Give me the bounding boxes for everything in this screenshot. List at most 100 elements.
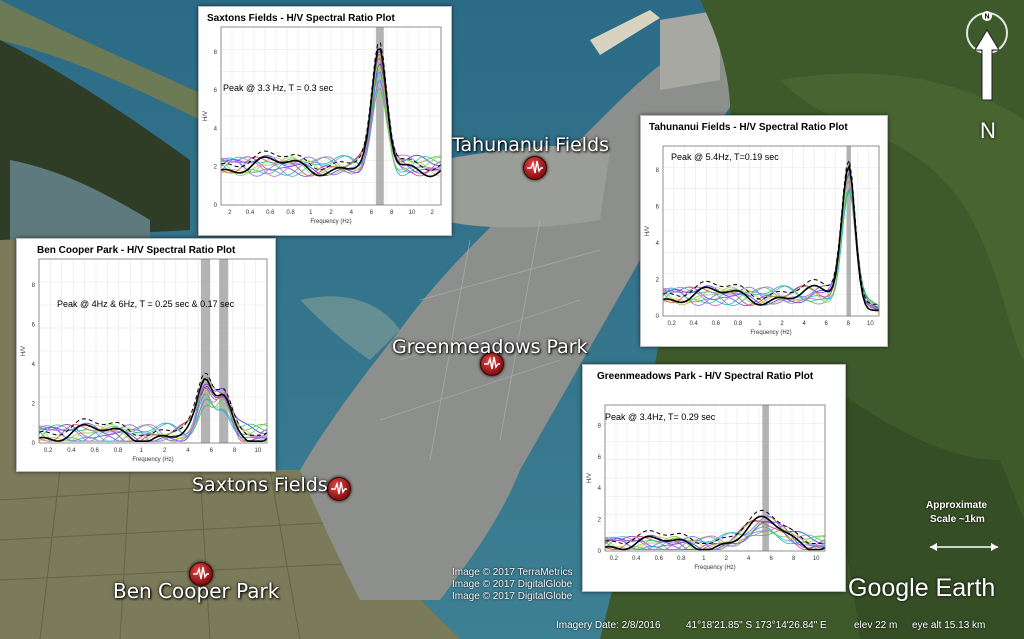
y-tick-label: 8 [214, 50, 218, 56]
elevation-readout: elev 22 m [854, 620, 898, 631]
plot-title: Tahunanui Fields - H/V Spectral Ratio Pl… [649, 122, 848, 133]
x-tick-label: 2 [329, 210, 333, 216]
hv-curve [604, 526, 826, 550]
hv-mean-curve [38, 378, 268, 442]
y-tick-label: 4 [214, 126, 218, 132]
y-tick-label: 8 [32, 283, 36, 289]
plot-frame [220, 26, 442, 206]
x-tick-label: 1 [309, 210, 313, 216]
peak-annotation: Peak @ 3.3 Hz, T = 0.3 sec [223, 83, 334, 93]
north-arrow-icon [974, 29, 1000, 101]
x-tick-label: 0.2 [44, 448, 53, 454]
x-tick-label: 2 [228, 210, 232, 216]
y-tick-label: 4 [656, 241, 660, 247]
plot-frame [38, 258, 268, 444]
hv-curve [220, 57, 442, 177]
hv-curve [604, 519, 826, 550]
x-tick-label: 8 [233, 448, 237, 454]
eye-altitude: eye alt 15.13 km [912, 620, 986, 631]
hv-curve [220, 79, 442, 177]
y-tick-label: 2 [656, 277, 660, 283]
hv-plot-bencooper: 0.2 0.4 0.6 0.8 1 2 4 6 8 10 8 6 4 2 0 Frequency (Hz) H/… [16, 238, 276, 472]
plot-title: Greenmeadows Park - H/V Spectral Ratio P… [597, 371, 814, 382]
y-tick-label: 4 [598, 486, 602, 492]
x-tick-label: 1 [758, 321, 762, 327]
x-axis-label: Frequency (Hz) [694, 565, 735, 571]
plot-area: 2 0.4 0.6 0.8 1 2 4 6 8 10 2 8 6 4 2 0 Frequency (Hz) H/V [203, 26, 442, 225]
y-tick-label: 2 [214, 165, 218, 171]
hv-plot-saxtons: 2 0.4 0.6 0.8 1 2 4 6 8 10 2 8 6 4 2 0 Frequency (Hz) H/V… [198, 6, 452, 236]
x-tick-label: 10 [867, 321, 874, 327]
site-marker-greenmeadows[interactable] [480, 352, 504, 376]
hv-curve [604, 529, 826, 550]
x-tick-label: 0.6 [655, 556, 664, 562]
x-tick-label: 0.2 [667, 321, 676, 327]
x-tick-label: 0.8 [677, 556, 686, 562]
y-tick-label: 8 [598, 423, 602, 429]
hv-plot-greenmeadows: 0.2 0.4 0.6 0.8 1 2 4 6 8 10 8 6 4 2 0 Frequency (Hz) H/… [582, 364, 846, 592]
hv-curve [662, 174, 880, 306]
site-marker-saxtons[interactable] [327, 477, 351, 501]
x-tick-label: 6 [370, 210, 374, 216]
hv-curve [604, 530, 826, 550]
x-tick-label: 6 [770, 556, 774, 562]
hv-curve [220, 80, 442, 177]
y-tick-label: 6 [656, 204, 660, 210]
hv-std-curve [662, 158, 880, 305]
peak-annotation: Peak @ 4Hz & 6Hz, T = 0.25 sec & 0.17 se… [57, 299, 235, 309]
y-tick-label: 0 [598, 549, 602, 555]
x-tick-label: 1 [702, 556, 706, 562]
y-axis-label: H/V [645, 226, 651, 236]
hv-mean-curve [604, 515, 826, 551]
x-tick-label: 8 [847, 321, 851, 327]
scale-line2: Scale ~1km [930, 514, 985, 525]
x-tick-label: 0.6 [266, 210, 275, 216]
hv-curve [38, 387, 268, 442]
plot-frame [662, 145, 880, 317]
hv-std-curve [38, 372, 268, 436]
peak-band [762, 405, 769, 551]
x-tick-label: 0.4 [246, 210, 255, 216]
seismic-wave-icon [193, 566, 209, 580]
x-tick-label: 8 [390, 210, 394, 216]
y-tick-label: 8 [656, 168, 660, 174]
x-tick-label: 4 [350, 210, 354, 216]
y-tick-label: 6 [598, 455, 602, 461]
y-tick-label: 2 [598, 518, 602, 524]
plot-title: Ben Cooper Park - H/V Spectral Ratio Plo… [37, 245, 236, 256]
hv-curve [604, 521, 826, 550]
hv-std-curve [220, 42, 442, 172]
x-tick-label: 4 [802, 321, 806, 327]
attribution-line: Image © 2017 DigitalGlobe [452, 591, 573, 602]
north-label: N [980, 118, 996, 143]
x-tick-label: 4 [747, 556, 751, 562]
site-label-greenmeadows: Greenmeadows Park [392, 336, 588, 358]
site-marker-tahunanui[interactable] [523, 156, 547, 180]
attribution-line: Image © 2017 TerraMetrics [452, 567, 573, 578]
imagery-date: Imagery Date: 2/8/2016 [556, 620, 661, 631]
x-tick-label: 1 [140, 448, 144, 454]
x-axis-label: Frequency (Hz) [750, 330, 791, 336]
x-tick-label: 0.4 [690, 321, 699, 327]
x-tick-label: 0.6 [91, 448, 100, 454]
site-label-tahunanui: Tahunanui Fields [452, 134, 610, 156]
plot-area: 0.2 0.4 0.6 0.8 1 2 4 6 8 10 8 6 4 2 0 Frequency (Hz) H/… [21, 258, 268, 463]
hv-mean-curve [662, 163, 880, 312]
seismic-wave-icon [484, 356, 500, 370]
hv-curve [220, 64, 442, 177]
site-marker-bencooper[interactable] [189, 562, 213, 586]
peak-annotation: Peak @ 3.4Hz, T= 0.29 sec [605, 412, 716, 422]
x-tick-label: 10 [813, 556, 820, 562]
hv-curve [604, 525, 826, 550]
google-earth-logo: Google Earth [848, 574, 996, 602]
y-tick-label: 6 [214, 88, 218, 94]
hv-curve [220, 71, 442, 177]
x-tick-label: 0.4 [632, 556, 641, 562]
x-tick-label: 10 [409, 210, 416, 216]
x-tick-label: 2 [431, 210, 435, 216]
plot-frame [604, 404, 826, 552]
x-tick-label: 0.8 [286, 210, 295, 216]
x-tick-label: 8 [792, 556, 796, 562]
y-tick-label: 2 [32, 401, 36, 407]
